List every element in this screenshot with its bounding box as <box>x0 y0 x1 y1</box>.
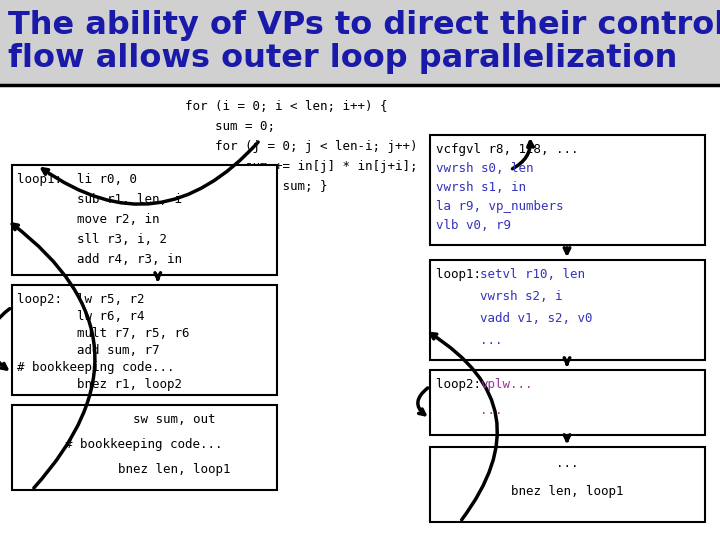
Text: sw sum, out: sw sum, out <box>73 413 215 426</box>
Text: vlb v0, r9: vlb v0, r9 <box>436 219 511 232</box>
Text: The ability of VPs to direct their control: The ability of VPs to direct their contr… <box>8 10 720 41</box>
Bar <box>430 370 705 435</box>
Text: bnez len, loop1: bnez len, loop1 <box>510 485 624 498</box>
Text: # bookkeeping code...: # bookkeeping code... <box>66 438 222 451</box>
Bar <box>430 135 705 245</box>
Text: sum = 0;: sum = 0; <box>185 120 275 133</box>
Bar <box>12 405 277 490</box>
Text: mult r7, r5, r6: mult r7, r5, r6 <box>17 327 189 340</box>
Text: la r9, vp_numbers: la r9, vp_numbers <box>436 200 564 213</box>
Text: ...: ... <box>480 404 503 417</box>
Text: ...: ... <box>556 457 578 470</box>
Text: for (i = 0; i < len; i++) {: for (i = 0; i < len; i++) { <box>185 100 387 113</box>
Text: bnez len, loop1: bnez len, loop1 <box>58 463 230 476</box>
Text: add r4, r3, in: add r4, r3, in <box>17 253 182 266</box>
Text: sub r1, len, i: sub r1, len, i <box>17 193 182 206</box>
Text: sll r3, i, 2: sll r3, i, 2 <box>17 233 167 246</box>
Bar <box>430 260 705 360</box>
Text: flow allows outer loop parallelization: flow allows outer loop parallelization <box>8 43 678 74</box>
Text: out[i] = sum; }: out[i] = sum; } <box>185 180 328 193</box>
Text: # bookkeeping code...: # bookkeeping code... <box>17 361 174 374</box>
Bar <box>430 447 705 522</box>
Text: loop2:: loop2: <box>436 378 496 391</box>
Bar <box>12 285 277 395</box>
Text: loop2:  lw r5, r2: loop2: lw r5, r2 <box>17 293 145 306</box>
Text: vwrsh s1, in: vwrsh s1, in <box>436 181 526 194</box>
Text: vwrsh s0, len: vwrsh s0, len <box>436 162 534 175</box>
Text: vplw...: vplw... <box>480 378 533 391</box>
Bar <box>0 0 720 85</box>
Text: lw r6, r4: lw r6, r4 <box>17 310 145 323</box>
Text: ...: ... <box>480 334 503 347</box>
Text: add sum, r7: add sum, r7 <box>17 344 160 357</box>
Text: vwrsh s2, i: vwrsh s2, i <box>480 290 562 303</box>
Text: vcfgvl r8, 128, ...: vcfgvl r8, 128, ... <box>436 143 578 156</box>
Text: sum += in[j] * in[j+i];: sum += in[j] * in[j+i]; <box>185 160 418 173</box>
Bar <box>12 165 277 275</box>
Text: setvl r10, len: setvl r10, len <box>480 268 585 281</box>
Text: loop1:  li r0, 0: loop1: li r0, 0 <box>17 173 137 186</box>
Text: loop1:: loop1: <box>436 268 496 281</box>
Text: for (j = 0; j < len-i; j++): for (j = 0; j < len-i; j++) <box>185 140 418 153</box>
Text: vadd v1, s2, v0: vadd v1, s2, v0 <box>480 312 593 325</box>
Text: move r2, in: move r2, in <box>17 213 160 226</box>
Text: bnez r1, loop2: bnez r1, loop2 <box>17 378 182 391</box>
